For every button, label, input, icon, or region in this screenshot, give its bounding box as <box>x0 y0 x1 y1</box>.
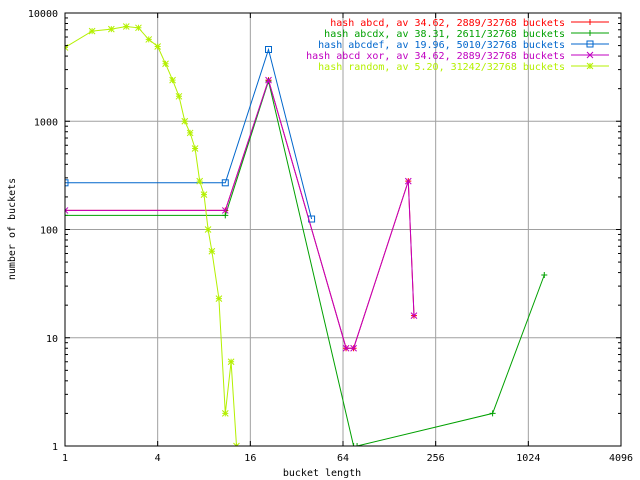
series-3 <box>65 46 316 223</box>
series-line <box>65 79 545 446</box>
data-point <box>196 177 204 185</box>
axis-ticks: 1 4 16 64 256 1024 4096 1 10 100 1000 10000 <box>28 9 633 464</box>
data-point <box>65 207 69 214</box>
x-axis-label: bucket length <box>283 468 361 479</box>
data-point <box>222 212 229 219</box>
data-point <box>404 177 412 185</box>
series-line <box>65 25 237 446</box>
data-point <box>122 23 130 30</box>
series-4 <box>65 76 418 352</box>
legend-entry: hash abcdef, av 19.96, 5010/32768 bucket… <box>318 40 609 51</box>
y-tick-label: 1000 <box>34 117 58 128</box>
series-1 <box>65 77 417 352</box>
data-point <box>265 76 272 84</box>
y-tick-label: 10 <box>46 334 58 345</box>
data-point <box>107 25 115 33</box>
data-point <box>208 247 216 255</box>
x-tick-label: 64 <box>337 453 349 464</box>
y-tick-label: 1 <box>52 442 58 453</box>
legend-label: hash abcdef, av 19.96, 5010/32768 bucket… <box>318 40 565 51</box>
y-tick-label: 100 <box>40 226 58 237</box>
legend-label: hash abcdx, av 38.31, 2611/32768 buckets <box>324 29 565 40</box>
data-point <box>88 27 96 35</box>
x-tick-label: 4 <box>155 453 161 464</box>
data-point <box>265 46 273 54</box>
data-point <box>489 410 496 417</box>
data-point <box>350 344 357 352</box>
data-point <box>410 312 418 320</box>
legend-entry: hash abcd, av 34.62, 2889/32768 buckets <box>330 18 609 29</box>
data-point <box>181 117 189 125</box>
data-point <box>65 179 69 187</box>
grid <box>65 13 621 446</box>
data-point <box>65 212 68 219</box>
data-point <box>175 92 183 100</box>
legend-marker <box>587 30 593 36</box>
series-layer <box>65 23 548 446</box>
data-point <box>154 43 162 50</box>
data-point <box>227 358 235 366</box>
x-tick-label: 1024 <box>516 453 540 464</box>
y-axis-label: number of buckets <box>7 178 18 280</box>
legend-marker <box>587 19 593 25</box>
data-point <box>191 145 199 152</box>
data-point <box>342 344 350 352</box>
series-line <box>65 78 415 349</box>
y-tick-label: 10000 <box>28 9 58 20</box>
data-point <box>354 443 361 446</box>
x-tick-label: 4096 <box>609 453 633 464</box>
x-tick-label: 256 <box>427 453 445 464</box>
legend-entry: hash random, av 5.20, 31242/32768 bucket… <box>318 62 609 73</box>
series-line <box>65 47 313 220</box>
legend-entry: hash abcdx, av 38.31, 2611/32768 buckets <box>324 29 609 40</box>
legend-marker <box>586 40 594 48</box>
series-line <box>65 78 415 349</box>
data-point <box>145 36 153 43</box>
legend-label: hash random, av 5.20, 31242/32768 bucket… <box>318 62 565 73</box>
data-point <box>204 226 212 233</box>
x-tick-label: 1 <box>62 453 68 464</box>
legend-label: hash abcd, av 34.62, 2889/32768 buckets <box>330 18 565 29</box>
data-point <box>135 24 142 32</box>
legend-marker <box>586 51 594 59</box>
data-point <box>350 443 357 446</box>
data-point <box>221 179 229 187</box>
data-point <box>186 129 194 137</box>
data-point <box>221 207 229 214</box>
data-point <box>200 191 208 198</box>
series-2 <box>65 78 548 446</box>
data-point <box>169 76 176 84</box>
series-5 <box>65 23 240 446</box>
legend-marker <box>586 62 594 70</box>
data-point <box>215 295 223 302</box>
data-point <box>162 60 169 68</box>
legend-entry: hash abcd xor, av 34.62, 2889/32768 buck… <box>306 51 609 62</box>
x-tick-label: 16 <box>244 453 256 464</box>
legend-label: hash abcd xor, av 34.62, 2889/32768 buck… <box>306 51 565 62</box>
data-point <box>221 410 229 417</box>
legend: hash abcd, av 34.62, 2889/32768 bucketsh… <box>306 18 609 73</box>
data-point <box>541 271 548 278</box>
